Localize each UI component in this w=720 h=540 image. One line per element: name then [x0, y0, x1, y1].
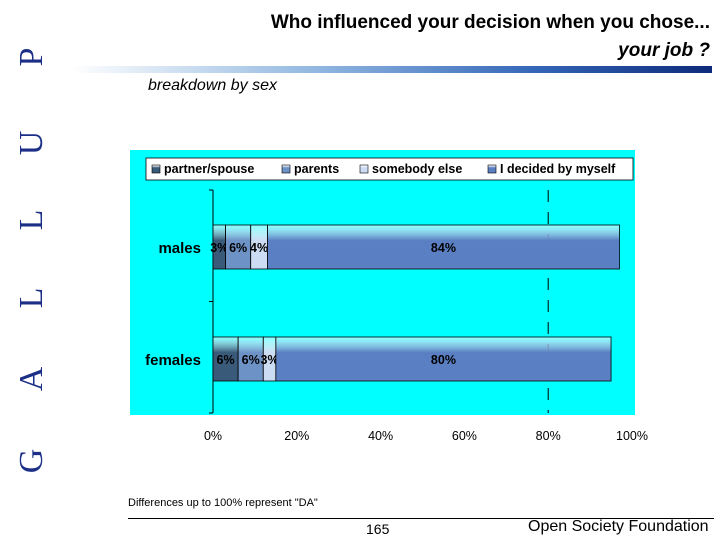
legend-label: I decided by myself — [500, 162, 616, 176]
x-tick-label: 80% — [536, 429, 561, 443]
data-label: 3% — [261, 353, 279, 367]
bar-segment — [267, 224, 620, 270]
legend — [145, 157, 634, 181]
gallup-letter: P — [13, 46, 50, 67]
data-label: 80% — [431, 353, 456, 367]
bar-segment — [237, 336, 264, 382]
legend-label: somebody else — [372, 162, 462, 176]
legend-label: partner/spouse — [164, 162, 254, 176]
legend-swatch — [281, 164, 291, 174]
title-gradient-bar — [0, 66, 712, 73]
data-label: 6% — [242, 353, 260, 367]
gallup-logo: G A L L U P — [13, 46, 50, 474]
legend-label: parents — [294, 162, 339, 176]
bar-segment — [275, 336, 612, 382]
gallup-letter: G — [13, 447, 50, 474]
page-title: Who influenced your decision when you ch… — [270, 12, 710, 33]
data-label: 84% — [431, 241, 456, 255]
legend-swatch — [151, 164, 161, 174]
gallup-letter: L — [13, 286, 50, 309]
legend-swatch — [359, 164, 369, 174]
page-title-continuation: your job ? — [618, 40, 710, 61]
gallup-letter: A — [13, 365, 50, 392]
x-tick-label: 40% — [368, 429, 393, 443]
x-tick-label: 20% — [284, 429, 309, 443]
x-tick-label: 60% — [452, 429, 477, 443]
bar-segment — [212, 336, 239, 382]
x-tick-label: 100% — [616, 429, 648, 443]
legend-swatch — [487, 164, 497, 174]
gallup-letter: L — [13, 208, 50, 231]
data-label: 6% — [229, 241, 247, 255]
data-label: 3% — [210, 241, 228, 255]
footer-divider — [128, 518, 714, 519]
x-tick-label: 0% — [204, 429, 222, 443]
data-label: 4% — [250, 241, 268, 255]
gallup-letter: U — [13, 129, 50, 156]
footnote: Differences up to 100% represent "DA" — [128, 497, 318, 509]
data-label: 6% — [217, 353, 235, 367]
category-label: males — [158, 240, 201, 257]
bar-segment — [225, 224, 252, 270]
page-subtitle: breakdown by sex — [148, 77, 277, 94]
organization-name: Open Society Foundation — [528, 518, 709, 535]
category-label: females — [145, 352, 201, 369]
page-number: 165 — [366, 521, 390, 537]
